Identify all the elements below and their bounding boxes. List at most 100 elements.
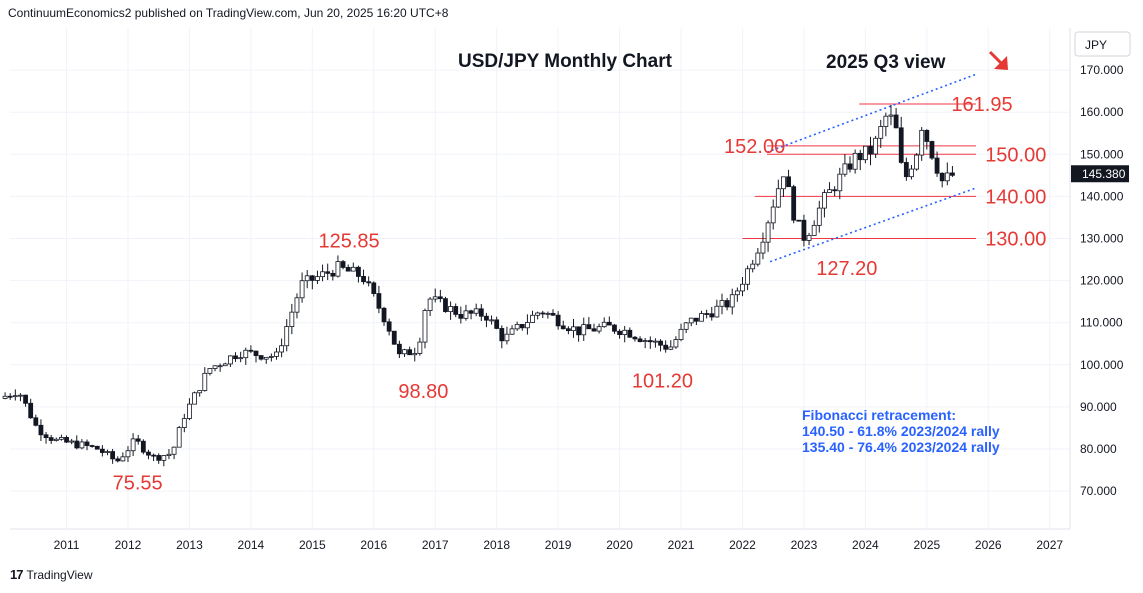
candle-body [2,395,8,399]
candle-body [622,329,628,335]
candle-body [903,162,909,178]
time-tick-label: 2022 [729,538,756,552]
candle-body [84,441,90,446]
candle-body [468,310,474,314]
candle-body [632,336,638,340]
price-tick-label: 140.000 [1080,189,1124,203]
candle-body [284,326,290,347]
candle-body [443,298,448,313]
candle-body [724,300,730,308]
candle-body [898,127,904,163]
candle-body [294,297,300,313]
candle-body [458,314,464,319]
candle-body [448,306,453,313]
price-annotation: 140.00 [985,186,1046,208]
candle-body [857,152,863,161]
time-tick-label: 2014 [238,538,265,552]
candle-body [827,189,832,193]
currency-label[interactable]: JPY [1074,31,1131,57]
candle-body [412,353,418,356]
candle-body [668,346,674,350]
candle-body [939,172,945,182]
candle-body [176,427,182,448]
candle-body [606,321,612,326]
candle-body [525,322,530,329]
time-tick-label: 2020 [606,538,633,552]
candle-body [407,349,413,356]
candle-body [69,440,75,443]
candle-body [919,129,925,156]
candle-body [653,340,658,343]
candle-body [832,189,838,192]
candle-body [166,453,172,456]
candle-body [274,351,279,357]
price-annotation: 75.55 [113,473,163,495]
candle-body [504,333,510,342]
time-tick-label: 2023 [791,538,818,552]
candle-body [217,365,223,368]
candle-body [207,368,213,374]
candle-body [437,296,443,300]
fibonacci-note: Fibonacci retracement: 140.50 - 61.8% 20… [802,407,1000,455]
candle-body [299,280,305,299]
candle-body [212,365,218,369]
candle-body [775,188,781,208]
candle-body [48,437,54,441]
time-tick-label: 2021 [668,538,695,552]
candle-body [53,438,59,441]
price-annotation: 98.80 [398,381,448,403]
candle-body [893,114,899,129]
price-annotation: 125.85 [318,231,379,253]
time-tick-label: 2026 [975,538,1002,552]
candle-body [924,129,930,142]
candle-body [366,281,372,284]
time-tick-label: 2015 [299,538,326,552]
candle-body [530,314,535,323]
candle-body [847,163,853,170]
price-axis[interactable]: 170.000 160.000 150.000 140.000 130.000 120.0… [1080,63,1124,498]
time-tick-label: 2025 [913,538,940,552]
candle-body [514,324,520,330]
candle-body [714,305,720,318]
candle-body [120,456,126,462]
candle-body [263,356,269,360]
time-tick-label: 2018 [483,538,510,552]
candle-body [499,328,505,342]
candle-body [115,458,121,462]
candle-body [781,176,786,190]
candle-body [268,356,274,358]
price-annotation: 101.20 [632,370,693,392]
candle-body [376,293,382,309]
candle-body [38,424,44,436]
price-annotation: 150.00 [985,144,1046,166]
candle-body [7,395,13,398]
candle-body [591,328,597,332]
candle-body [146,451,151,456]
candle-body [765,222,771,243]
candle-body [770,206,776,224]
candle-body [693,317,699,322]
candle-body [74,440,80,449]
candle-body [816,207,822,226]
time-tick-label: 2027 [1036,538,1063,552]
candle-body [658,340,663,346]
candle-body [740,283,745,292]
candle-body [386,321,392,332]
candle-body [862,145,868,161]
candle-body [356,266,361,277]
channel-line-lower [769,187,977,263]
candle-body [545,312,551,315]
candle-body [565,328,571,332]
candle-body [202,372,208,391]
candle-body [519,324,525,329]
candle-body [601,321,607,328]
time-axis[interactable]: 2011 2012 2013 2014 2015 2016 2017 2018 2019 2020… [54,538,1064,552]
candle-body [852,152,858,170]
last-price-badge: 145.380 [1071,165,1129,183]
candle-body [151,454,156,457]
candle-body [361,276,366,283]
candle-body [734,290,740,296]
candle-body [760,241,766,254]
candle-body [642,340,648,342]
